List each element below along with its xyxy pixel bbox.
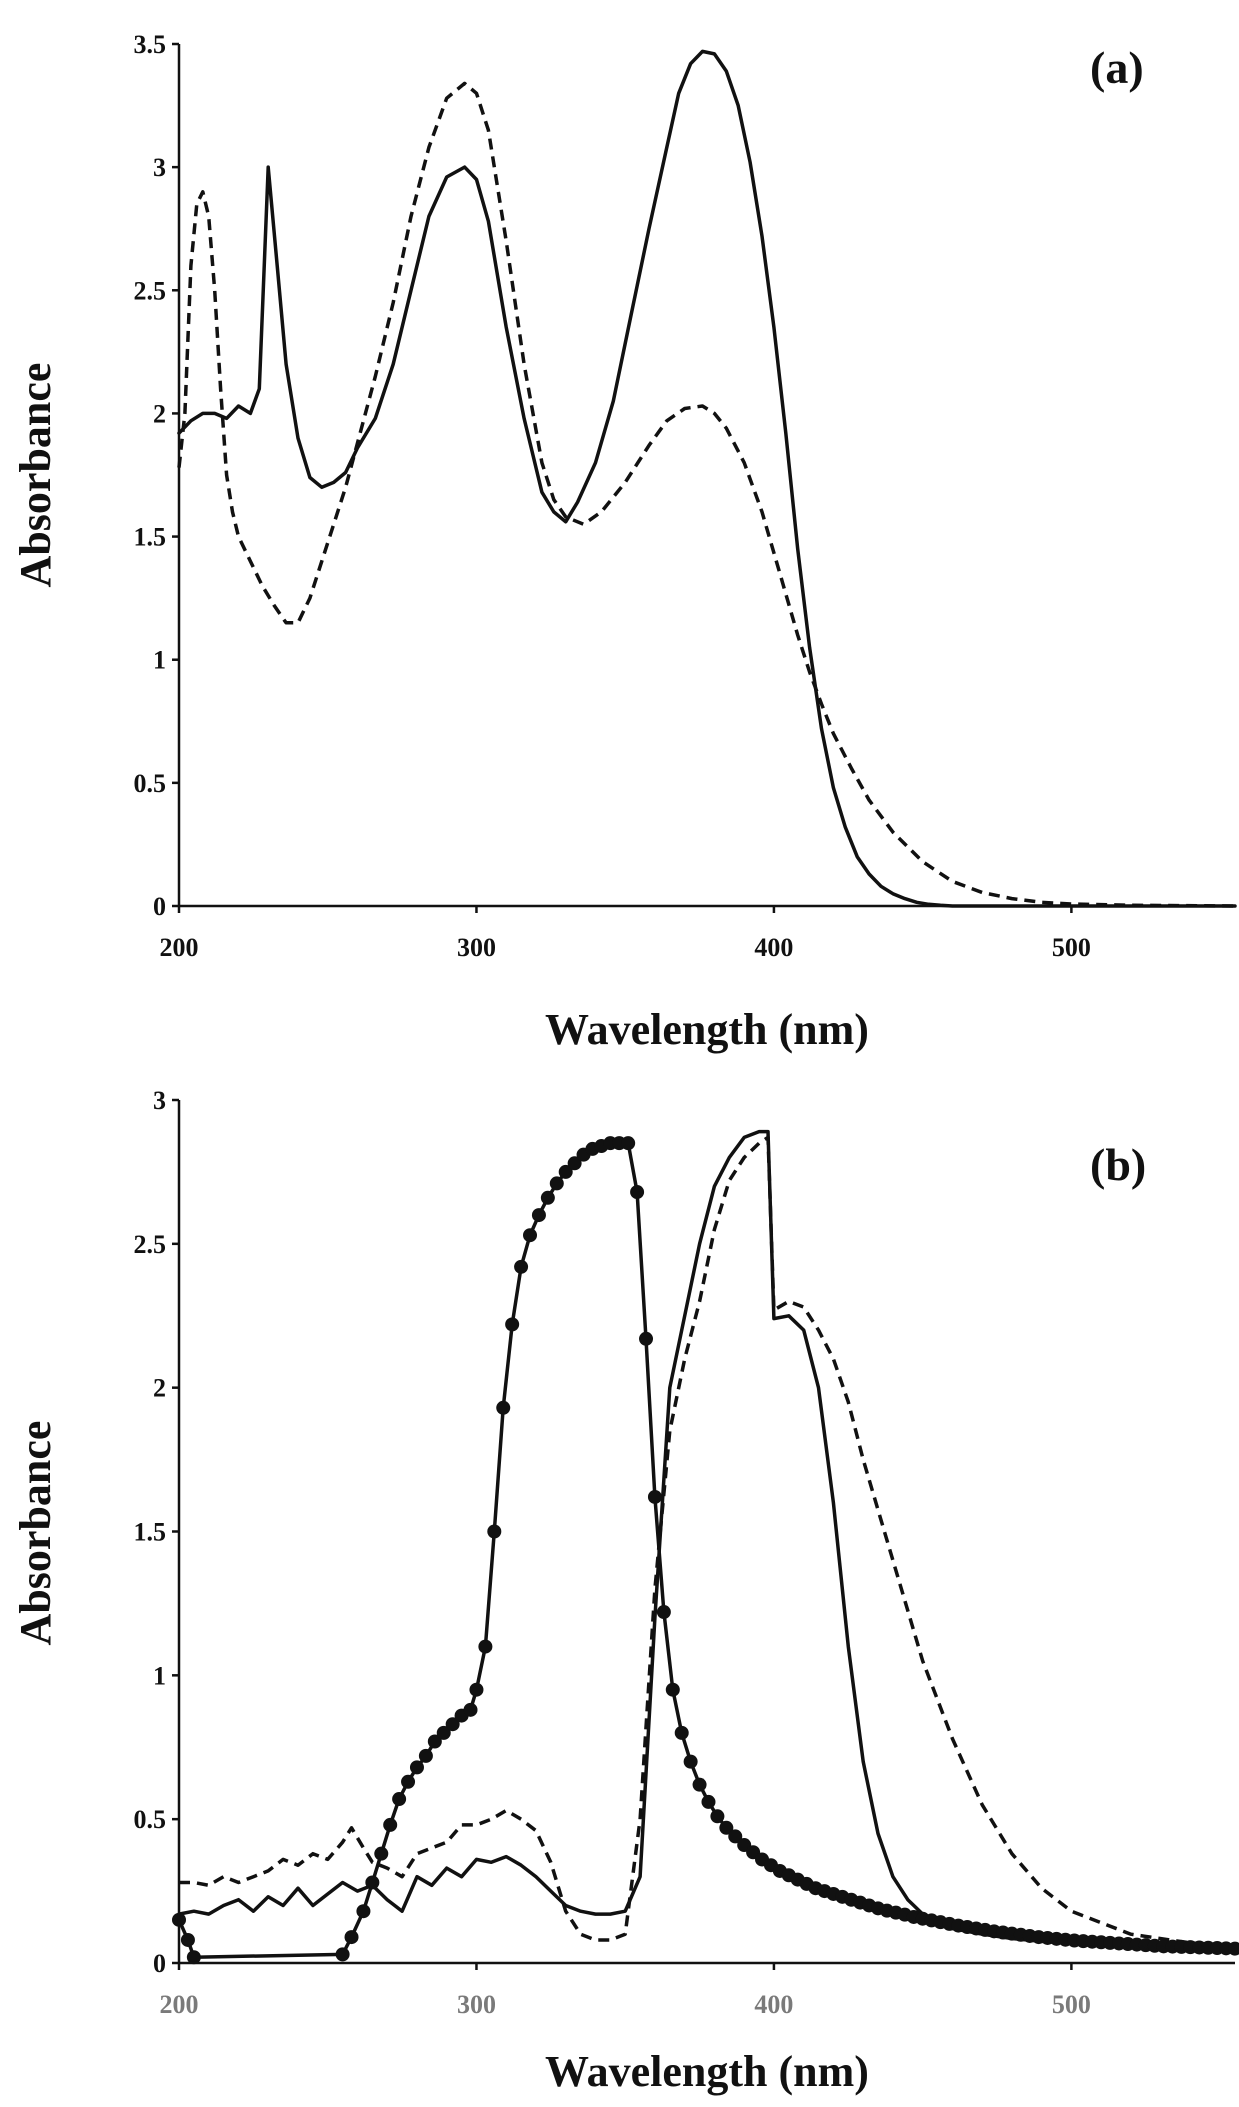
panel-b-series-circles-marker	[409, 1760, 424, 1775]
panel-b-series-circles-marker	[505, 1317, 520, 1332]
panel-b-series-circles-marker	[374, 1846, 389, 1861]
panel-b-series-circles-marker	[487, 1524, 502, 1539]
panel-b-series-circles-marker	[514, 1259, 529, 1274]
panel-b-series-circles-marker	[496, 1400, 511, 1415]
panel-b-series-circles-marker	[186, 1950, 201, 1965]
panel-a-series-solid-line	[177, 49, 1237, 908]
panel-b-y-tick-label: 2	[153, 1374, 166, 1403]
panel-a-y-tick-label: 2.5	[134, 276, 167, 305]
panel-a-series	[177, 49, 1237, 908]
panel-b-series-circles-marker	[365, 1875, 380, 1890]
panel-a-y-tick-label: 1	[153, 646, 166, 675]
panel-b-y-tick-label: 0.5	[134, 1805, 167, 1834]
panel-b-label: (b)	[1090, 1139, 1146, 1190]
panel-b-y-axis-title: Absorbance	[11, 1421, 60, 1646]
panel-a-y-tick-label: 1.5	[134, 523, 167, 552]
panel-b-series-circles-marker	[1228, 1941, 1239, 1956]
panel-b: 0 0.5 1 1.5 2 2.5 3 200 300 400 500 (b) Wavelengt…	[11, 1086, 1239, 2096]
panel-b-series-circles-marker	[531, 1208, 546, 1223]
panel-a-y-ticks: 0 0.5 1 1.5 2 2.5 3 3.5	[134, 30, 179, 921]
panel-b-series-circles-marker	[567, 1156, 582, 1171]
panel-a-label: (a)	[1090, 42, 1144, 93]
panel-b-y-tick-label: 3	[153, 1086, 166, 1115]
panel-a-y-tick-label: 0	[153, 892, 166, 921]
panel-b-series-circles-marker	[692, 1777, 707, 1792]
panel-b-series-circles-marker	[647, 1489, 662, 1504]
panel-b-series-circles-marker	[523, 1228, 538, 1243]
panel-b-series-circles-marker	[674, 1725, 689, 1740]
panel-b-series-circles-marker	[392, 1792, 407, 1807]
panel-b-series-circles-marker	[558, 1164, 573, 1179]
panel-b-y-tick-label: 2.5	[134, 1230, 167, 1259]
panel-b-series-circles-marker	[401, 1774, 416, 1789]
panel-a-y-tick-label: 2	[153, 399, 166, 428]
panel-b-series-circles-marker	[383, 1817, 398, 1832]
panel-b-y-ticks: 0 0.5 1 1.5 2 2.5 3	[134, 1086, 179, 1978]
panel-a-x-axis-title: Wavelength (nm)	[545, 1005, 869, 1054]
panel-a-y-tick-label: 0.5	[134, 769, 167, 798]
panel-b-series-circles-marker	[701, 1794, 716, 1809]
panel-b-series-dashed-line	[179, 1135, 1236, 1948]
panel-b-series-circles-marker	[719, 1820, 734, 1835]
panel-b-series-circles-marker	[478, 1639, 493, 1654]
panel-b-series	[172, 1129, 1239, 1965]
panel-b-series-circles-marker	[463, 1702, 478, 1717]
panel-b-y-tick-label: 1	[153, 1661, 166, 1690]
panel-b-x-tick-label: 200	[160, 1990, 199, 2019]
panel-a-x-tick-label: 300	[457, 933, 496, 962]
panel-b-series-circles-marker	[728, 1829, 743, 1844]
panel-b-series-circles-marker	[710, 1809, 725, 1824]
panel-b-x-axis-title: Wavelength (nm)	[545, 2047, 869, 2096]
panel-b-series-solid-line	[177, 1129, 1237, 1951]
panel-b-series-circles-marker	[683, 1754, 698, 1769]
panel-b-x-tick-label: 400	[754, 1990, 793, 2019]
panel-a-x-tick-label: 500	[1052, 933, 1091, 962]
panel-b-series-circles-marker	[469, 1682, 484, 1697]
panel-b-y-tick-label: 0	[153, 1949, 166, 1978]
panel-a-x-ticks: 200 300 400 500	[160, 906, 1091, 962]
panel-b-series-circles-marker	[639, 1331, 654, 1346]
panel-b-series-circles-marker	[427, 1734, 442, 1749]
panel-b-series-circles-marker	[180, 1932, 195, 1947]
panel-b-x-tick-label: 300	[457, 1990, 496, 2019]
panel-a-series-dashed-line	[177, 81, 1236, 908]
panel-b-series-circles-marker	[665, 1682, 680, 1697]
panel-b-series-circles-marker	[540, 1190, 555, 1205]
panel-b-series-circles-marker	[549, 1176, 564, 1191]
panel-b-series-circles-marker	[356, 1904, 371, 1919]
panel-b-series-circles-marker	[630, 1185, 645, 1200]
panel-a: 0 0.5 1 1.5 2 2.5 3 3.5 200 300 400 500 (a) Wavele…	[11, 30, 1237, 1054]
panel-b-series-circles-marker	[335, 1947, 350, 1962]
panel-a-y-tick-label: 3	[153, 153, 166, 182]
panel-b-x-tick-label: 500	[1052, 1990, 1091, 2019]
panel-a-y-tick-label: 3.5	[134, 30, 167, 59]
panel-a-x-tick-label: 200	[160, 933, 199, 962]
panel-a-y-axis-title: Absorbance	[11, 363, 60, 588]
panel-b-x-ticks: 200 300 400 500	[160, 1963, 1091, 2019]
panel-b-series-circles-marker	[344, 1930, 359, 1945]
panel-b-series-circles-marker	[436, 1725, 451, 1740]
panel-a-x-tick-label: 400	[754, 933, 793, 962]
panel-b-y-tick-label: 1.5	[134, 1518, 167, 1547]
panel-b-series-circles-marker	[621, 1136, 636, 1151]
panel-b-series-circles-marker	[445, 1717, 460, 1732]
panel-b-series-circles-marker	[418, 1748, 433, 1763]
panel-b-series-circles-marker	[656, 1605, 671, 1620]
